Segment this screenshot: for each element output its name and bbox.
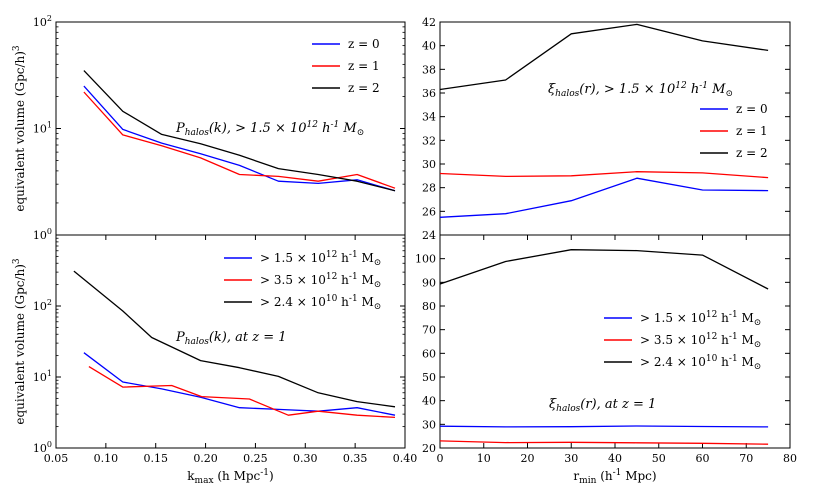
x-tick-label: 0.35 [343,452,368,465]
x-tick-label: 40 [608,452,622,465]
y-tick-label: 70 [422,324,436,337]
legend-label-bl-1: > 3.5 × 1012 h-1 M⊙​ [260,272,381,290]
series-line-tr-0 [439,177,769,218]
legend-label-tl-1: z = 1 [348,59,380,73]
y-tick-label: 30 [422,418,436,431]
y-axis-title: equivalent volume (Gpc/h)3​ [12,258,27,425]
y-tick-label: 100​ [33,227,52,242]
panel-tr: 24 26 28 30 32 34 36 38 40 42 ξhalos(r), > 1.5 × 1… [422,16,791,242]
x-tick-label: 50 [652,452,666,465]
x-axis-title: kmax (h Mpc-1) [187,468,273,486]
legend-label-tl-2: z = 2 [348,81,380,95]
legend-label-br-0: > 1.5 × 1012 h-1 M⊙​ [640,310,761,328]
x-tick-label: 0.25 [243,452,268,465]
x-tick-label: 0.15 [143,452,168,465]
x-axis-title: rmin (h-1 Mpc) [573,468,656,486]
legend-label-tr-1: z = 1 [736,124,768,138]
x-tick-label: 0 [437,452,444,465]
series-line-tl-0 [83,85,396,192]
panel-bl: 100​ 101​ 102​ 0.05 0.10 0.15 0.20 0.25 0.30 0.35… [12,234,418,486]
y-tick-label: 102​ [33,298,52,313]
series-line-br-1 [439,440,769,445]
panel-title-tr: ξhalos(r), > 1.5 × 1012 h-1 M⊙​ [548,81,733,99]
legend-label-br-1: > 3.5 × 1012 h-1 M⊙​ [640,332,761,350]
series-line-tl-1 [83,91,396,189]
y-tick-label: 101​ [33,121,52,136]
series-line-bl-1 [88,366,396,419]
x-tick-label: 0.05 [44,452,69,465]
series-line-bl-0 [83,352,396,416]
y-axis-title: equivalent volume (Gpc/h)3​ [12,45,27,212]
y-tick-label: 50 [422,371,436,384]
y-tick-label: 90 [422,276,436,289]
series-line-tr-2 [439,23,769,91]
series-line-br-2 [439,249,769,290]
panel-title-tl: Phalos(k), > 1.5 × 1012 h-1 M⊙​ [175,120,364,138]
x-tick-label: 0.20 [193,452,218,465]
y-tick-label: 26 [422,205,436,218]
x-tick-label: 10 [477,452,491,465]
legend-label-tl-0: z = 0 [348,37,380,51]
y-tick-label: 30 [422,158,436,171]
x-tick-label: 60 [696,452,710,465]
y-tick-label: 102​ [33,14,52,29]
y-tick-label: 101​ [33,369,52,384]
y-tick-label: 80 [422,300,436,313]
axes-frame-bl [55,234,406,449]
x-tick-label: 0.10 [94,452,119,465]
y-tick-label: 34 [422,111,436,124]
x-tick-label: 20 [521,452,535,465]
series-line-br-0 [439,425,769,428]
series-line-tr-1 [439,171,769,179]
x-tick-label: 30 [564,452,578,465]
x-tick-label: 80 [783,452,797,465]
y-tick-label: 24 [422,229,436,242]
legend-label-tr-0: z = 0 [736,102,768,116]
y-tick-label: 20 [422,442,436,455]
panel-title-bl: Phalos(k), at z = 1 [175,330,287,347]
series-line-tl-2 [83,70,396,192]
y-tick-label: 60 [422,347,436,360]
panel-br: 20 30 40 50 60 70 80 90 100 0 10 20 30 40 50 60 70 80 rmin… [415,234,797,486]
legend-label-bl-2: > 2.4 × 1010 h-1 M⊙​ [260,294,381,312]
panel-tl: 100​ 101​ 102​ equivalent volume (Gpc/h)3​ P… [12,14,406,242]
x-tick-label: 0.40 [393,452,418,465]
y-tick-label: 36 [422,87,436,100]
series-line-bl-2 [73,270,396,408]
legend-label-bl-0: > 1.5 × 1012 h-1 M⊙​ [260,250,381,268]
y-tick-label: 40 [422,40,436,53]
legend-label-tr-2: z = 2 [736,146,768,160]
y-tick-label: 100​ [33,440,52,455]
y-tick-label: 28 [422,182,436,195]
legend-label-br-2: > 2.4 × 1010 h-1 M⊙​ [640,354,761,372]
y-tick-label: 100 [415,253,436,266]
x-tick-label: 0.30 [293,452,318,465]
y-tick-label: 32 [422,134,436,147]
y-tick-label: 42 [422,16,436,29]
panel-title-br: ξhalos(r), at z = 1 [549,397,656,414]
x-tick-label: 70 [739,452,753,465]
y-tick-label: 38 [422,63,436,76]
y-tick-label: 40 [422,395,436,408]
